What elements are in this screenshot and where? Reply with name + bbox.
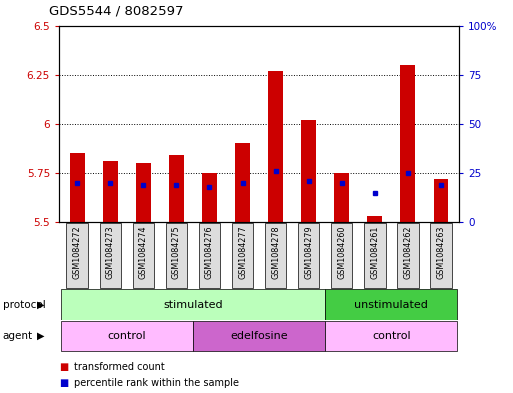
Text: GSM1084272: GSM1084272 <box>73 225 82 279</box>
Text: GSM1084273: GSM1084273 <box>106 225 115 279</box>
Text: agent: agent <box>3 331 33 341</box>
Text: ■: ■ <box>59 378 68 388</box>
FancyBboxPatch shape <box>364 223 386 288</box>
FancyBboxPatch shape <box>397 223 419 288</box>
Text: GSM1084279: GSM1084279 <box>304 225 313 279</box>
Text: GSM1084262: GSM1084262 <box>403 225 412 279</box>
Text: ▶: ▶ <box>37 331 45 341</box>
Text: percentile rank within the sample: percentile rank within the sample <box>74 378 240 388</box>
Bar <box>202 173 217 222</box>
Text: control: control <box>372 331 410 341</box>
FancyBboxPatch shape <box>232 223 253 288</box>
FancyBboxPatch shape <box>430 223 451 288</box>
Bar <box>103 161 117 222</box>
Text: ■: ■ <box>59 362 68 373</box>
Text: unstimulated: unstimulated <box>354 299 428 310</box>
Text: transformed count: transformed count <box>74 362 165 373</box>
Text: GSM1084277: GSM1084277 <box>238 225 247 279</box>
Bar <box>268 71 283 222</box>
Bar <box>433 179 448 222</box>
Bar <box>61 321 193 351</box>
Bar <box>325 321 458 351</box>
FancyBboxPatch shape <box>331 223 352 288</box>
FancyBboxPatch shape <box>100 223 121 288</box>
Text: protocol: protocol <box>3 299 45 310</box>
Text: GSM1084263: GSM1084263 <box>437 225 445 279</box>
Text: GSM1084261: GSM1084261 <box>370 225 379 279</box>
Bar <box>169 155 184 222</box>
FancyBboxPatch shape <box>265 223 286 288</box>
Text: edelfosine: edelfosine <box>230 331 288 341</box>
Text: GSM1084276: GSM1084276 <box>205 225 214 279</box>
Text: control: control <box>108 331 146 341</box>
Text: GSM1084275: GSM1084275 <box>172 225 181 279</box>
Text: GSM1084278: GSM1084278 <box>271 225 280 279</box>
FancyBboxPatch shape <box>166 223 187 288</box>
Bar <box>235 143 250 222</box>
Bar <box>193 321 325 351</box>
Text: GDS5544 / 8082597: GDS5544 / 8082597 <box>49 5 183 18</box>
Bar <box>61 290 325 320</box>
Bar <box>401 65 416 222</box>
Bar <box>367 216 382 222</box>
Bar <box>301 120 316 222</box>
Bar <box>70 153 85 222</box>
Text: GSM1084260: GSM1084260 <box>337 225 346 279</box>
FancyBboxPatch shape <box>199 223 220 288</box>
FancyBboxPatch shape <box>132 223 154 288</box>
Bar <box>334 173 349 222</box>
Bar <box>136 163 151 222</box>
Text: stimulated: stimulated <box>163 299 223 310</box>
FancyBboxPatch shape <box>67 223 88 288</box>
Text: ▶: ▶ <box>37 299 45 310</box>
Text: GSM1084274: GSM1084274 <box>139 225 148 279</box>
Bar <box>325 290 458 320</box>
FancyBboxPatch shape <box>298 223 320 288</box>
